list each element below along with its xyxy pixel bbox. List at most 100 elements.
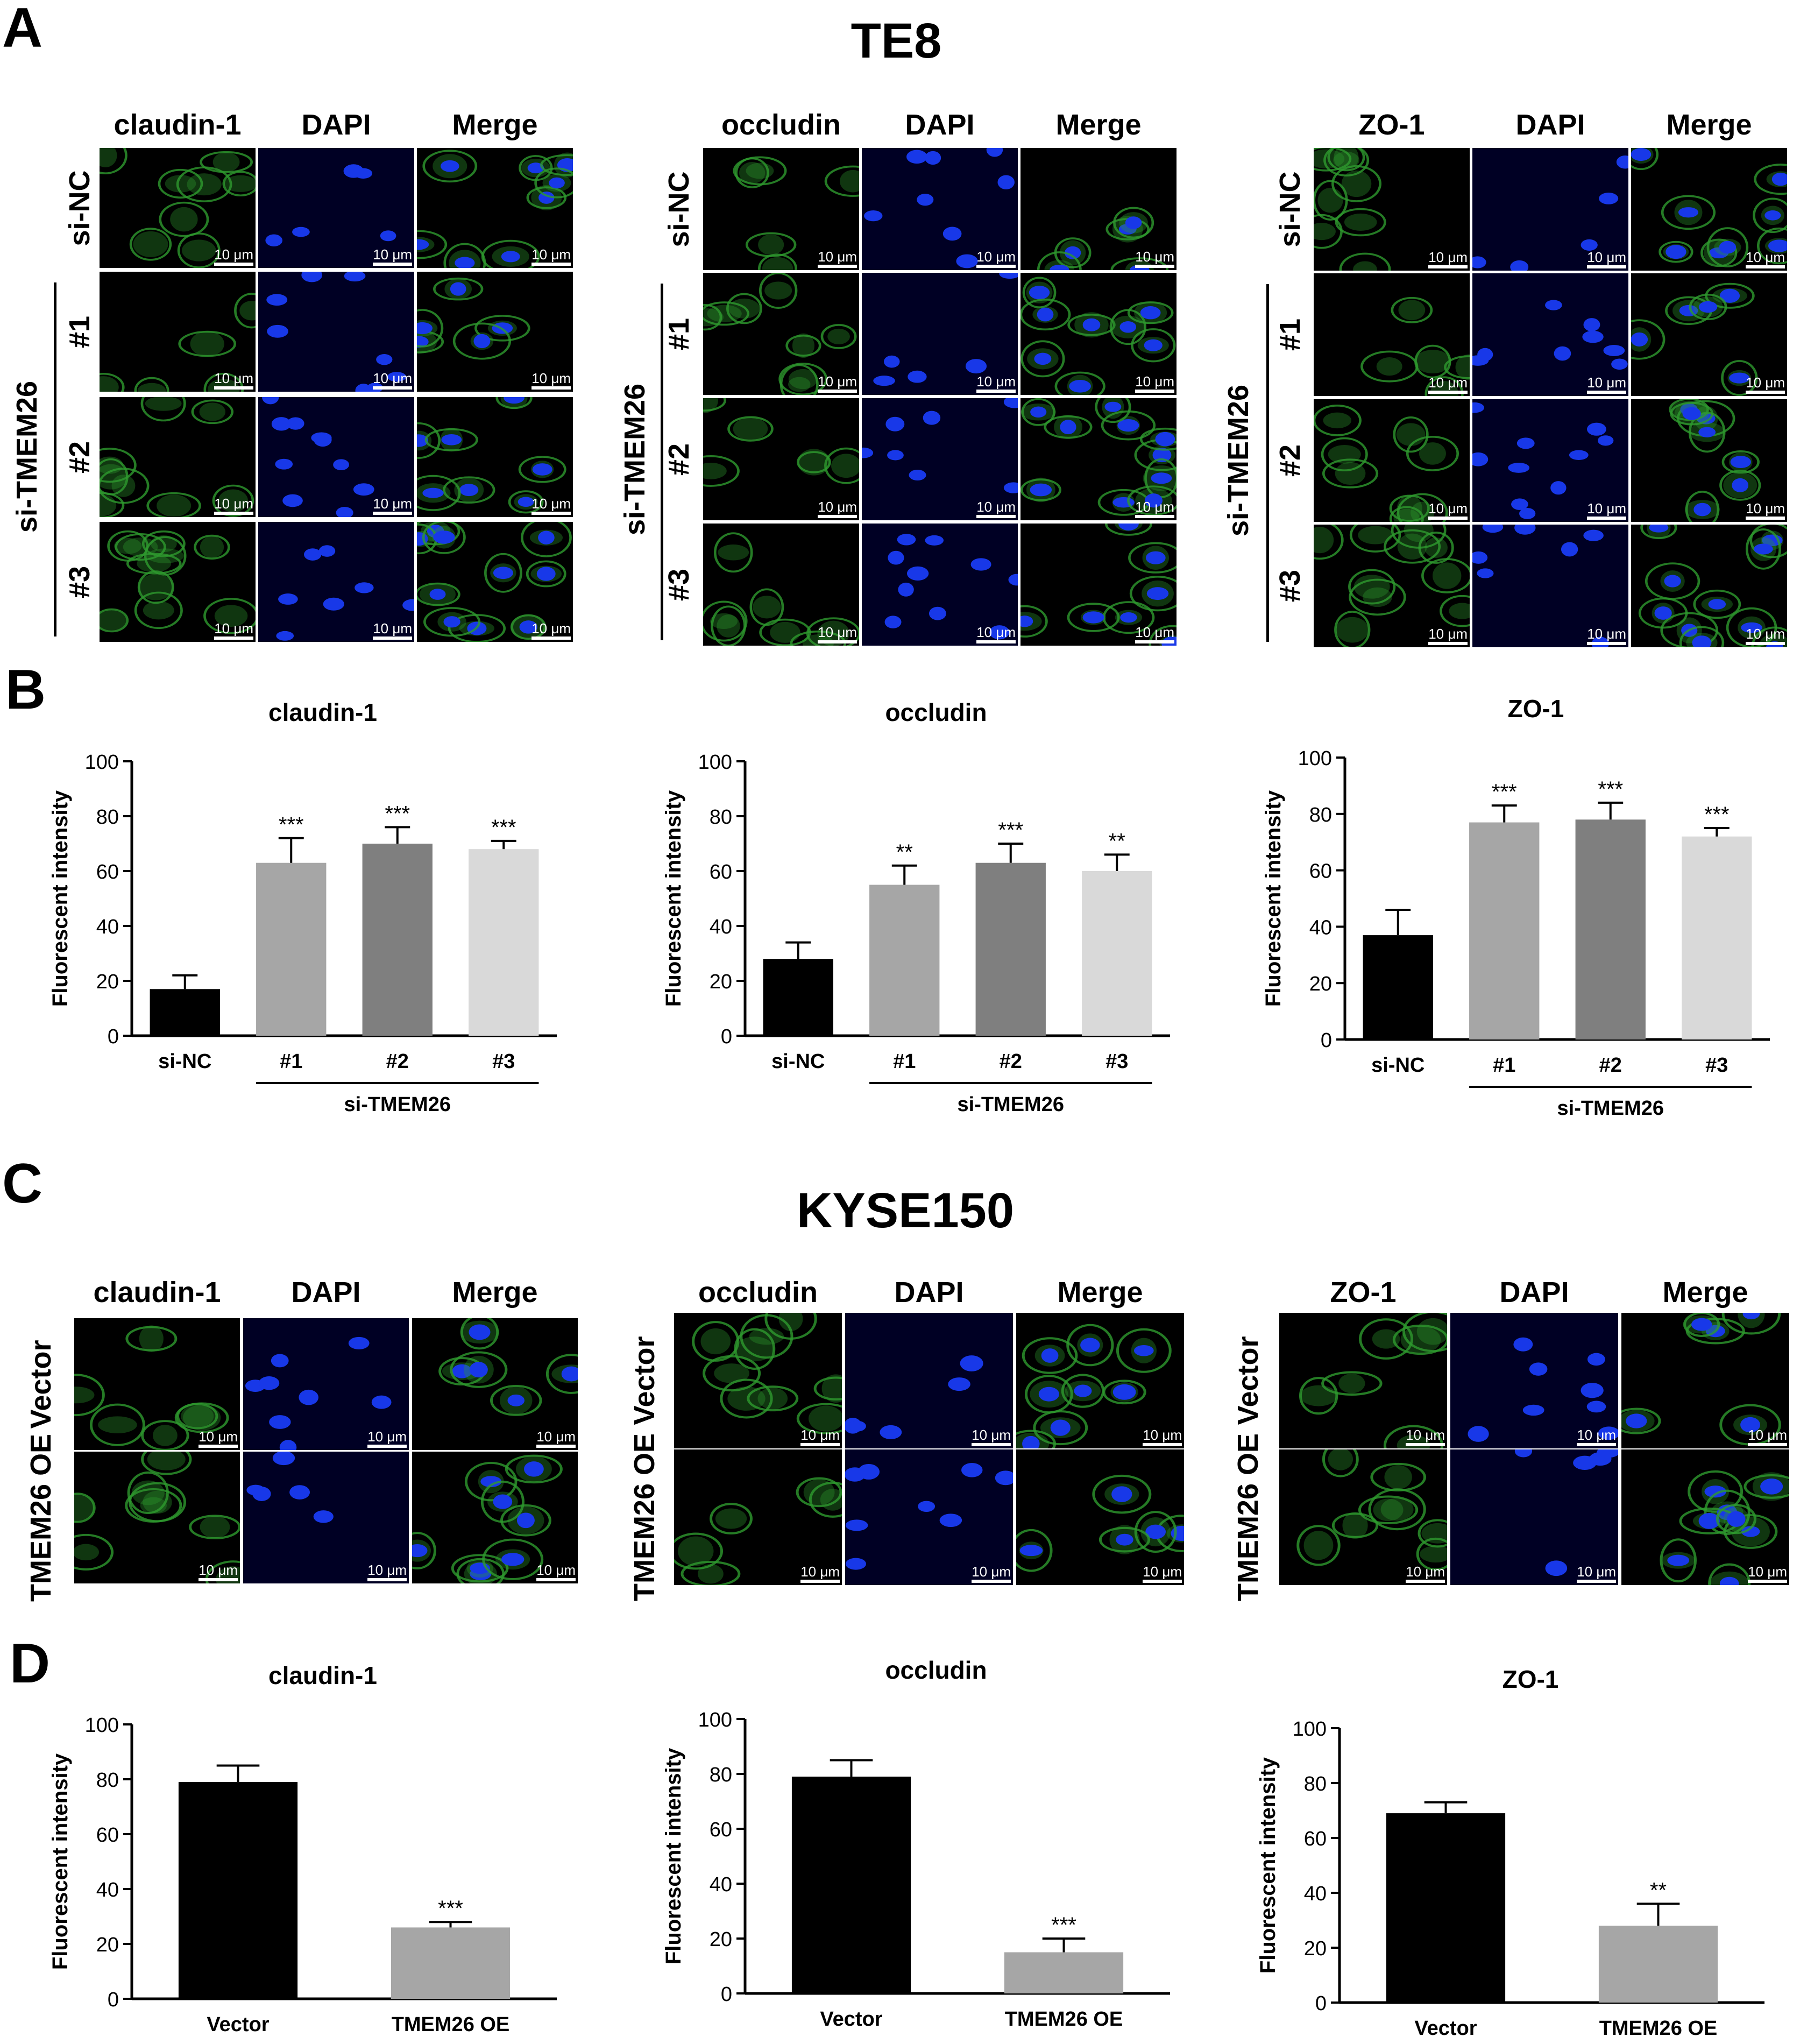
scale-bar-label: 10 μm bbox=[531, 370, 571, 386]
micrograph-image bbox=[1016, 1474, 1184, 1572]
significance-label: *** bbox=[279, 813, 304, 837]
row-label-0-1: #1 bbox=[63, 315, 96, 348]
micrograph-image bbox=[258, 397, 414, 517]
scale-bar-line bbox=[972, 1443, 1011, 1446]
scale-bar-label: 10 μm bbox=[1587, 249, 1626, 265]
scale-bar: 10 μm bbox=[1748, 1565, 1787, 1583]
y-tick-label: 40 bbox=[96, 1879, 119, 1901]
micrograph-image bbox=[417, 397, 566, 514]
x-tick-label: #1 bbox=[893, 1050, 916, 1073]
scale-bar: 10 μm bbox=[373, 371, 412, 390]
micrograph-tile: 10 μm bbox=[1314, 148, 1470, 271]
micrograph-tile: 10 μm bbox=[862, 273, 1018, 395]
scale-bar: 10 μm bbox=[1135, 500, 1174, 518]
scale-bar-line bbox=[1143, 1443, 1182, 1446]
column-header-1-0: occludin bbox=[721, 109, 841, 141]
scale-bar-label: 10 μm bbox=[976, 249, 1016, 265]
x-tick-label: si-NC bbox=[1371, 1054, 1425, 1077]
micrograph-tile: 10 μm bbox=[100, 522, 256, 642]
scale-bar: 10 μm bbox=[818, 500, 857, 518]
scale-bar: 10 μm bbox=[199, 1430, 238, 1448]
column-header-kyse-0-0: claudin-1 bbox=[93, 1276, 221, 1309]
scale-bar-line bbox=[214, 636, 253, 640]
y-tick-label: 60 bbox=[1309, 860, 1332, 883]
scale-bar-label: 10 μm bbox=[1406, 1564, 1445, 1580]
scale-bar-label: 10 μm bbox=[1748, 1564, 1787, 1580]
scale-bar: 10 μm bbox=[1587, 250, 1626, 268]
row-label-2-0: si-NC bbox=[1274, 171, 1306, 247]
column-header-kyse-0-1: DAPI bbox=[291, 1276, 361, 1309]
scale-bar-line bbox=[1406, 1580, 1445, 1583]
micrograph-image bbox=[845, 1313, 1013, 1448]
scale-bar-line bbox=[1746, 642, 1785, 645]
micrograph-tile: 10 μm bbox=[100, 272, 256, 392]
micrograph-tile: 10 μm bbox=[1020, 398, 1177, 520]
scale-bar-line bbox=[1135, 390, 1174, 393]
row-label-1-2: #2 bbox=[663, 443, 695, 476]
scale-bar-line bbox=[976, 515, 1016, 518]
bar bbox=[469, 849, 539, 1036]
micrograph-image bbox=[1314, 405, 1459, 522]
scale-bar: 10 μm bbox=[1587, 501, 1626, 520]
scale-bar-label: 10 μm bbox=[976, 624, 1016, 640]
micrograph-tile: 10 μm bbox=[1631, 148, 1787, 271]
scale-bar-line bbox=[531, 263, 571, 266]
micrograph-image bbox=[412, 1454, 563, 1583]
chart-title: occludin bbox=[885, 1656, 987, 1684]
panel-letter-c: C bbox=[2, 1152, 43, 1215]
micrograph-tile: 10 μm bbox=[1279, 1313, 1447, 1448]
y-tick-label: 100 bbox=[1298, 747, 1332, 770]
group-label-0: si-TMEM26 bbox=[11, 380, 43, 533]
micrograph-tile: 10 μm bbox=[1314, 525, 1470, 647]
micrograph-tile: 10 μm bbox=[412, 1452, 578, 1583]
panel-letter-b: B bbox=[5, 659, 46, 721]
row-label-kyse-2-1: TMEM26 OE bbox=[1232, 1433, 1264, 1602]
y-tick-label: 80 bbox=[710, 1764, 732, 1786]
scale-bar-label: 10 μm bbox=[536, 1562, 576, 1578]
micrograph-tile: 10 μm bbox=[1016, 1449, 1184, 1585]
micrograph-tile: 10 μm bbox=[703, 148, 859, 270]
panel-letter-a: A bbox=[2, 0, 43, 59]
x-tick-label: TMEM26 OE bbox=[1599, 2017, 1718, 2040]
y-tick-label: 40 bbox=[96, 916, 119, 938]
micrograph-image bbox=[417, 522, 572, 642]
micrograph-tile: 10 μm bbox=[862, 148, 1018, 270]
scale-bar: 10 μm bbox=[531, 497, 571, 515]
scale-bar-line bbox=[818, 390, 857, 393]
scale-bar-line bbox=[1135, 515, 1174, 518]
scale-bar-line bbox=[214, 263, 253, 266]
micrograph-image bbox=[1472, 399, 1628, 522]
micrograph-image bbox=[1631, 282, 1758, 396]
bar bbox=[362, 844, 433, 1036]
micrograph-image bbox=[733, 156, 859, 270]
column-header-kyse-1-2: Merge bbox=[1057, 1276, 1143, 1309]
row-label-1-0: si-NC bbox=[663, 171, 695, 247]
bar bbox=[1598, 1926, 1718, 2003]
micrograph-image bbox=[1020, 524, 1177, 646]
scale-bar: 10 μm bbox=[1587, 627, 1626, 645]
scale-bar: 10 μm bbox=[214, 497, 253, 515]
scale-bar-label: 10 μm bbox=[1428, 374, 1468, 391]
column-header-kyse-2-1: DAPI bbox=[1499, 1276, 1569, 1309]
scale-bar-line bbox=[1577, 1580, 1616, 1583]
micrograph-image bbox=[862, 398, 1018, 520]
scale-bar-label: 10 μm bbox=[1406, 1427, 1445, 1443]
scale-bar-line bbox=[976, 265, 1016, 268]
micrograph-tile: 10 μm bbox=[1631, 273, 1787, 396]
scale-bar-line bbox=[373, 512, 412, 515]
micrograph-image bbox=[1296, 1449, 1447, 1571]
micrograph-image bbox=[1660, 1470, 1789, 1585]
scale-bar-line bbox=[373, 386, 412, 390]
group-label: si-TMEM26 bbox=[1557, 1097, 1664, 1120]
micrograph-image bbox=[1360, 296, 1470, 396]
micrograph-image bbox=[100, 397, 254, 517]
scale-bar-line bbox=[214, 512, 253, 515]
scale-bar: 10 μm bbox=[367, 1563, 407, 1581]
scale-bar-label: 10 μm bbox=[373, 496, 412, 512]
significance-label: *** bbox=[1492, 780, 1517, 804]
scale-bar-label: 10 μm bbox=[1577, 1564, 1616, 1580]
scale-bar-line bbox=[1746, 517, 1785, 520]
column-header-kyse-1-0: occludin bbox=[698, 1276, 818, 1309]
scale-bar-label: 10 μm bbox=[972, 1564, 1011, 1580]
scale-bar-label: 10 μm bbox=[1587, 374, 1626, 391]
